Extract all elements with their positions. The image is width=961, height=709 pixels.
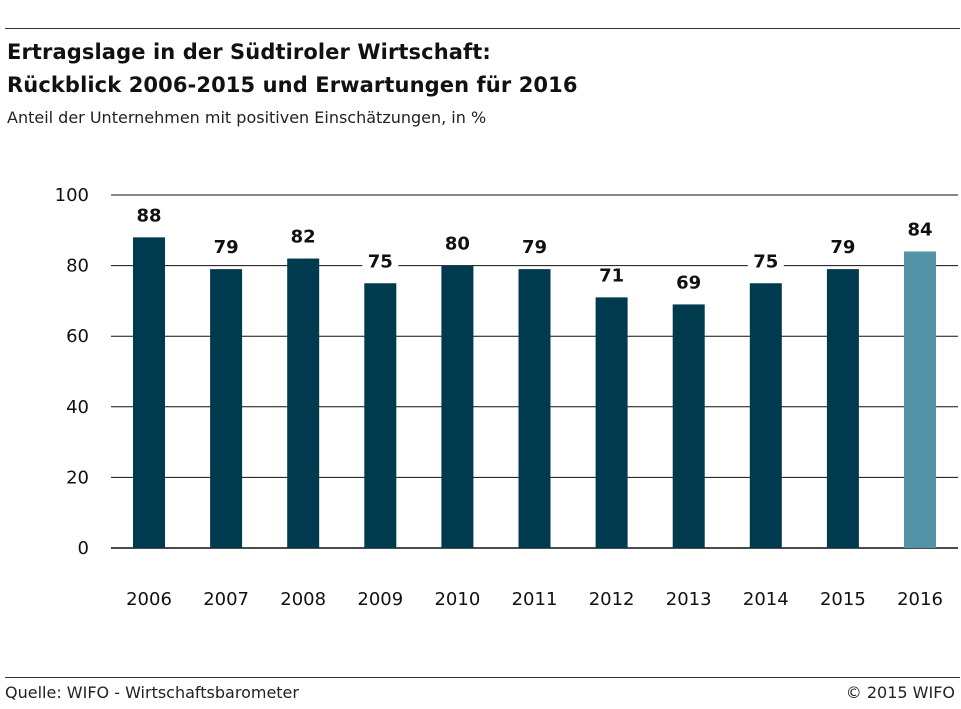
y-tick-label: 20 <box>66 467 89 488</box>
chart-title: Ertragslage in der Südtiroler Wirtschaft… <box>7 36 578 102</box>
data-label: 75 <box>753 251 778 272</box>
y-tick-label: 60 <box>66 326 89 347</box>
data-label: 79 <box>830 237 855 258</box>
copyright-note: © 2015 WIFO <box>845 683 955 702</box>
chart-subtitle: Anteil der Unternehmen mit positiven Ein… <box>7 108 487 127</box>
data-label-backing <box>439 234 476 255</box>
data-label-backing <box>670 273 707 294</box>
y-tick-labels: 0 20 40 60 80 100 <box>55 185 89 559</box>
x-tick-label: 2006 <box>126 589 172 610</box>
bars <box>133 237 936 549</box>
y-tick-label: 0 <box>78 538 89 559</box>
source-note: Quelle: WIFO - Wirtschaftsbarometer <box>5 683 299 702</box>
x-tick-label: 2012 <box>589 589 635 610</box>
bar <box>826 269 859 548</box>
y-tick-label: 100 <box>55 185 89 206</box>
data-label-backing <box>131 206 167 227</box>
x-tick-label: 2011 <box>512 589 558 610</box>
data-label-backing <box>285 227 322 248</box>
x-tick-label: 2008 <box>280 589 326 610</box>
data-label: 82 <box>291 227 316 248</box>
data-label: 75 <box>368 251 393 272</box>
data-label-backing <box>747 252 784 273</box>
data-label-backing <box>516 238 553 259</box>
data-label-backing <box>208 238 245 259</box>
x-tick-label: 2014 <box>743 589 789 610</box>
x-tick-label: 2016 <box>897 589 943 610</box>
y-tick-label: 40 <box>66 397 89 418</box>
chart-title-line2: Rückblick 2006-2015 und Erwartungen für … <box>7 73 578 97</box>
top-rule <box>5 28 960 29</box>
bar <box>287 258 320 548</box>
data-label: 71 <box>599 265 624 286</box>
bar <box>904 251 936 549</box>
bar <box>672 304 705 548</box>
bar <box>133 237 165 549</box>
data-label-backing <box>362 252 399 273</box>
data-labels: 88 79 82 75 80 79 71 69 75 79 84 <box>131 205 938 294</box>
x-tick-label: 2015 <box>820 589 866 610</box>
x-tick-label: 2010 <box>434 589 480 610</box>
bottom-rule <box>5 677 960 678</box>
data-label: 84 <box>907 219 932 240</box>
data-label: 80 <box>445 234 470 255</box>
bar <box>595 297 628 548</box>
bar <box>364 283 397 548</box>
bar <box>210 269 243 548</box>
data-label: 79 <box>522 237 547 258</box>
data-label-backing <box>902 220 938 241</box>
bar <box>441 265 474 548</box>
bar <box>518 269 551 548</box>
y-tick-label: 80 <box>66 256 89 277</box>
data-label: 88 <box>136 205 161 226</box>
x-tick-label: 2009 <box>357 589 403 610</box>
bar <box>749 283 782 548</box>
chart-title-line1: Ertragslage in der Südtiroler Wirtschaft… <box>7 40 491 64</box>
data-label: 69 <box>676 272 701 293</box>
x-tick-label: 2013 <box>666 589 712 610</box>
data-label-backing <box>824 238 861 259</box>
data-label: 79 <box>214 237 239 258</box>
data-label-backing <box>593 266 630 287</box>
x-tick-label: 2007 <box>203 589 249 610</box>
x-tick-labels: 2006 2007 2008 2009 2010 2011 2012 2013 2014 2015… <box>126 589 943 610</box>
